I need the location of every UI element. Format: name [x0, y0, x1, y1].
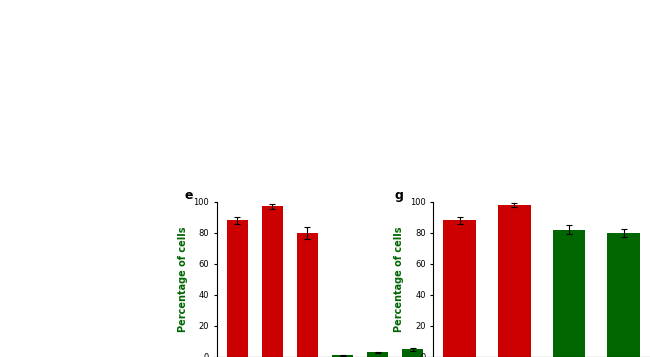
Y-axis label: Percentage of cells: Percentage of cells — [177, 227, 188, 332]
Text: g: g — [395, 189, 403, 202]
Bar — [297, 233, 318, 357]
Bar — [498, 205, 530, 357]
Bar — [262, 206, 283, 357]
Bar — [607, 233, 640, 357]
Bar — [332, 356, 353, 357]
Bar — [402, 349, 424, 357]
Bar — [443, 220, 476, 357]
Y-axis label: Percentage of cells: Percentage of cells — [395, 227, 404, 332]
Text: e: e — [184, 189, 192, 202]
Bar — [226, 220, 248, 357]
Bar — [367, 352, 388, 357]
Bar — [552, 230, 586, 357]
